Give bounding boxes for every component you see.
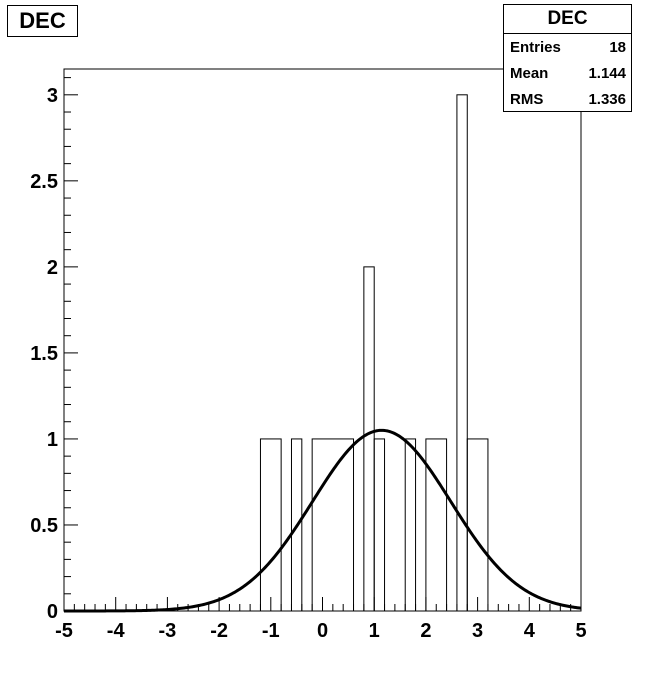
- x-tick-label: 1: [369, 620, 380, 642]
- x-tick-label: 4: [524, 620, 536, 642]
- y-tick-label: 2.5: [30, 171, 58, 193]
- histogram-bar: [259, 438, 282, 612]
- histogram-bar: [456, 94, 468, 612]
- x-tick-label: -5: [55, 620, 73, 642]
- stats-title: DEC: [504, 5, 631, 34]
- x-tick-label: -1: [262, 620, 280, 642]
- stats-label: Entries: [510, 38, 561, 56]
- x-tick-label: 3: [472, 620, 483, 642]
- histogram-bar: [425, 438, 448, 612]
- stats-label: RMS: [510, 90, 544, 108]
- histogram-bar: [311, 438, 355, 612]
- histogram-bar: [363, 266, 375, 612]
- histogram-bar: [404, 438, 417, 612]
- y-tick-label: 1: [47, 429, 58, 451]
- x-tick-label: -3: [159, 620, 177, 642]
- histogram-bar: [290, 438, 303, 612]
- stats-value: 18: [609, 38, 626, 56]
- y-tick-label: 3: [47, 85, 58, 107]
- y-tick-label: 0: [47, 601, 58, 623]
- x-tick-label: 2: [420, 620, 431, 642]
- histogram-bar: [466, 438, 489, 612]
- x-tick-label: 5: [575, 620, 586, 642]
- histogram-bar: [373, 438, 386, 612]
- stats-value: 1.336: [588, 90, 626, 108]
- y-tick-label: 2: [47, 257, 58, 279]
- histogram-title: DEC: [7, 5, 78, 37]
- stats-row-mean: Mean 1.144: [504, 60, 631, 86]
- stats-box: DEC Entries 18 Mean 1.144 RMS 1.336: [503, 4, 632, 112]
- x-tick-label: 0: [317, 620, 328, 642]
- x-tick-label: -2: [210, 620, 228, 642]
- y-tick-label: 0.5: [30, 515, 58, 537]
- stats-row-rms: RMS 1.336: [504, 86, 631, 112]
- stats-value: 1.144: [588, 64, 626, 82]
- x-tick-label: -4: [107, 620, 126, 642]
- stats-row-entries: Entries 18: [504, 34, 631, 60]
- stats-label: Mean: [510, 64, 549, 82]
- y-tick-label: 1.5: [30, 343, 58, 365]
- plot-frame: [63, 68, 582, 612]
- gaussian-fit-curve: [63, 428, 582, 613]
